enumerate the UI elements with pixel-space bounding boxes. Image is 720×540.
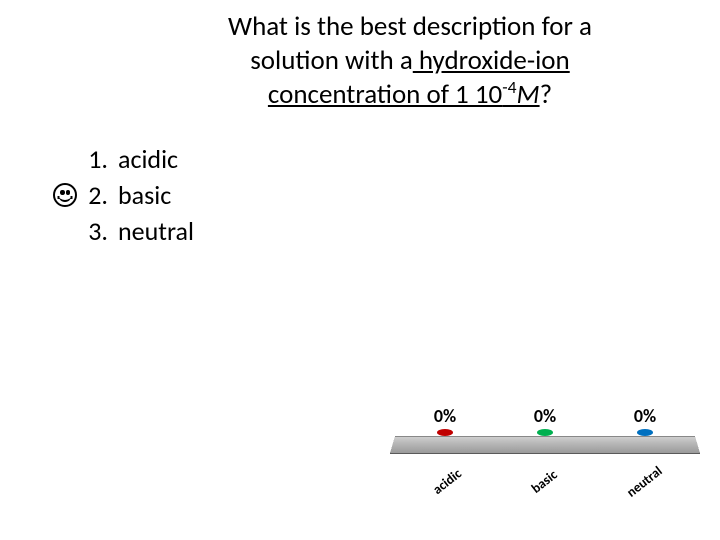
question-line3-underline: concentration of 1 10-4M bbox=[268, 78, 540, 111]
chart-platform bbox=[390, 436, 701, 454]
chart-dots-row bbox=[395, 429, 695, 436]
answer-row-2: 2. basic bbox=[50, 178, 194, 212]
chart-value: 0% bbox=[534, 405, 556, 427]
smiley-icon bbox=[53, 183, 77, 207]
answer-marker-2 bbox=[50, 183, 80, 207]
answer-number: 1. bbox=[80, 143, 108, 175]
chart-category: basic bbox=[521, 458, 560, 497]
answer-number: 2. bbox=[80, 179, 108, 211]
chart-category-row: acidic basic neutral bbox=[395, 464, 695, 491]
question-unit: M bbox=[516, 78, 539, 111]
answer-number: 3. bbox=[80, 215, 108, 247]
answer-row-3: 3. neutral bbox=[50, 214, 194, 248]
question-line2-underline: hydroxide-ion bbox=[413, 44, 570, 77]
answer-list: 1. acidic 2. basic 3. neutral bbox=[50, 142, 194, 250]
answer-label: acidic bbox=[118, 143, 178, 175]
question-line1: What is the best description for a bbox=[228, 10, 592, 43]
chart-value: 0% bbox=[634, 405, 656, 427]
chart-category: neutral bbox=[617, 454, 666, 500]
answer-label: neutral bbox=[118, 215, 194, 247]
slide: What is the best description for a solut… bbox=[0, 0, 720, 540]
question-line3-pre: concentration of 1 10 bbox=[268, 78, 502, 111]
chart-dot bbox=[437, 429, 453, 436]
question-exponent: -4 bbox=[502, 76, 516, 98]
chart-dot bbox=[537, 429, 553, 436]
question-text: What is the best description for a solut… bbox=[165, 10, 655, 111]
chart-category: acidic bbox=[423, 457, 465, 498]
chart-value: 0% bbox=[434, 405, 456, 427]
answer-row-1: 1. acidic bbox=[50, 142, 194, 176]
response-chart: 0% 0% 0% acidic basic neutral bbox=[395, 405, 695, 491]
question-line2-pre: solution with a bbox=[250, 44, 413, 77]
answer-label: basic bbox=[118, 179, 171, 211]
chart-dot bbox=[637, 429, 653, 436]
question-end: ? bbox=[540, 78, 553, 111]
chart-values-row: 0% 0% 0% bbox=[395, 405, 695, 427]
